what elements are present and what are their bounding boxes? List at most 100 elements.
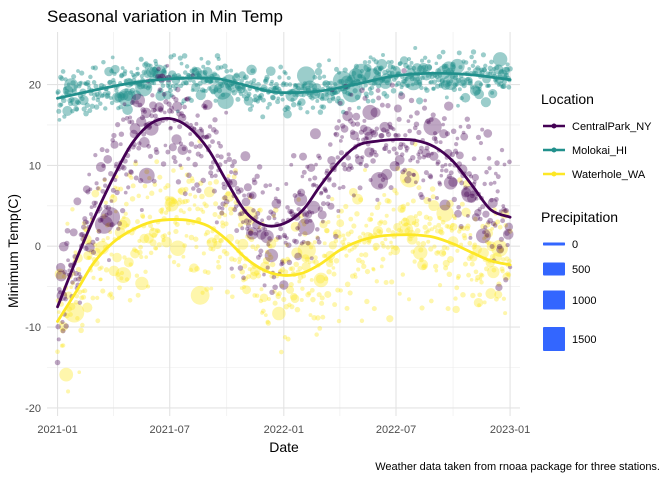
data-point-Molokai_HI [79, 70, 85, 76]
data-point-Molokai_HI [316, 62, 322, 69]
data-point-Molokai_HI [189, 68, 195, 74]
data-point-Molokai_HI [144, 66, 149, 71]
data-point-CentralPark_NY [482, 210, 490, 218]
data-point-Waterhole_WA [419, 257, 424, 263]
data-point-Waterhole_WA [344, 305, 350, 311]
data-point-CentralPark_NY [387, 121, 393, 127]
data-point-Molokai_HI [109, 68, 114, 74]
data-point-Waterhole_WA [216, 259, 220, 264]
data-point-Waterhole_WA [436, 204, 454, 222]
data-point-CentralPark_NY [232, 207, 238, 213]
data-point-Waterhole_WA [134, 273, 140, 278]
data-point-CentralPark_NY [299, 152, 308, 161]
data-point-Waterhole_WA [457, 225, 464, 231]
data-point-Molokai_HI [348, 68, 363, 83]
data-point-Molokai_HI [67, 101, 74, 107]
data-point-Molokai_HI [201, 64, 206, 69]
data-point-Molokai_HI [377, 67, 382, 72]
data-point-Molokai_HI [371, 57, 376, 62]
data-point-Waterhole_WA [144, 255, 149, 259]
data-point-Waterhole_WA [443, 265, 449, 271]
data-point-Waterhole_WA [66, 306, 73, 312]
data-point-Waterhole_WA [485, 288, 497, 299]
data-point-Molokai_HI [420, 75, 425, 81]
data-point-CentralPark_NY [423, 98, 427, 103]
data-point-Molokai_HI [173, 86, 178, 91]
data-point-CentralPark_NY [204, 134, 209, 140]
data-point-Waterhole_WA [119, 270, 125, 276]
data-point-Molokai_HI [460, 92, 471, 103]
data-point-Waterhole_WA [147, 175, 152, 181]
data-point-CentralPark_NY [406, 119, 411, 123]
data-point-CentralPark_NY [217, 205, 222, 210]
data-point-Molokai_HI [333, 90, 339, 96]
data-point-Waterhole_WA [173, 220, 178, 225]
data-point-Waterhole_WA [336, 318, 342, 324]
data-point-Molokai_HI [188, 73, 193, 78]
data-point-Molokai_HI [389, 59, 394, 65]
data-point-CentralPark_NY [229, 170, 234, 175]
data-point-Molokai_HI [124, 88, 129, 93]
data-point-CentralPark_NY [393, 132, 398, 137]
data-point-Waterhole_WA [359, 318, 365, 323]
data-point-Waterhole_WA [119, 216, 131, 228]
data-point-CentralPark_NY [381, 127, 387, 133]
data-point-CentralPark_NY [312, 175, 318, 181]
data-point-Waterhole_WA [364, 268, 371, 275]
data-point-Waterhole_WA [490, 254, 496, 260]
data-point-CentralPark_NY [382, 145, 389, 152]
data-point-CentralPark_NY [214, 220, 219, 225]
data-point-CentralPark_NY [176, 111, 182, 117]
data-point-Molokai_HI [199, 87, 206, 93]
data-point-CentralPark_NY [450, 128, 457, 135]
data-point-Molokai_HI [363, 83, 368, 88]
data-point-CentralPark_NY [382, 146, 387, 151]
data-point-Waterhole_WA [237, 238, 249, 250]
data-point-Waterhole_WA [386, 315, 394, 323]
data-point-CentralPark_NY [261, 226, 266, 231]
data-point-Molokai_HI [181, 81, 186, 86]
data-point-Molokai_HI [184, 80, 189, 86]
data-point-Waterhole_WA [371, 266, 375, 271]
y-tick-label: 10 [29, 160, 41, 172]
data-point-Waterhole_WA [68, 312, 73, 317]
data-point-CentralPark_NY [206, 133, 212, 139]
data-point-CentralPark_NY [338, 139, 343, 143]
data-point-Waterhole_WA [423, 230, 428, 235]
data-point-Molokai_HI [282, 70, 287, 74]
data-point-CentralPark_NY [202, 134, 207, 140]
data-point-Molokai_HI [84, 102, 90, 108]
data-point-Waterhole_WA [461, 233, 467, 239]
data-point-CentralPark_NY [457, 164, 468, 175]
data-point-Waterhole_WA [498, 247, 504, 254]
data-point-Molokai_HI [230, 87, 236, 93]
data-point-CentralPark_NY [443, 168, 449, 173]
data-point-Waterhole_WA [441, 250, 447, 256]
data-point-CentralPark_NY [279, 280, 289, 290]
data-point-Molokai_HI [475, 65, 481, 71]
data-point-Waterhole_WA [485, 222, 491, 228]
data-point-CentralPark_NY [104, 148, 110, 154]
data-point-Molokai_HI [404, 77, 409, 82]
data-point-Waterhole_WA [202, 269, 208, 274]
data-point-Waterhole_WA [218, 237, 224, 244]
data-point-CentralPark_NY [234, 228, 240, 234]
data-point-Molokai_HI [390, 64, 396, 69]
data-point-Waterhole_WA [254, 270, 260, 276]
size-legend-label: 1500 [572, 334, 596, 346]
data-point-Molokai_HI [116, 93, 122, 99]
data-point-Molokai_HI [109, 100, 115, 106]
data-point-Waterhole_WA [353, 272, 357, 277]
data-point-Waterhole_WA [413, 214, 418, 219]
size-legend-label: 500 [572, 264, 590, 276]
data-point-Molokai_HI [118, 104, 124, 110]
data-point-Waterhole_WA [211, 238, 217, 244]
data-point-Molokai_HI [247, 106, 253, 112]
data-point-Molokai_HI [506, 84, 512, 90]
data-point-CentralPark_NY [113, 164, 118, 169]
data-point-CentralPark_NY [220, 201, 226, 207]
data-point-Waterhole_WA [242, 275, 249, 282]
data-point-Molokai_HI [231, 89, 237, 96]
y-tick-label: 0 [35, 241, 41, 253]
data-point-Waterhole_WA [242, 285, 252, 295]
